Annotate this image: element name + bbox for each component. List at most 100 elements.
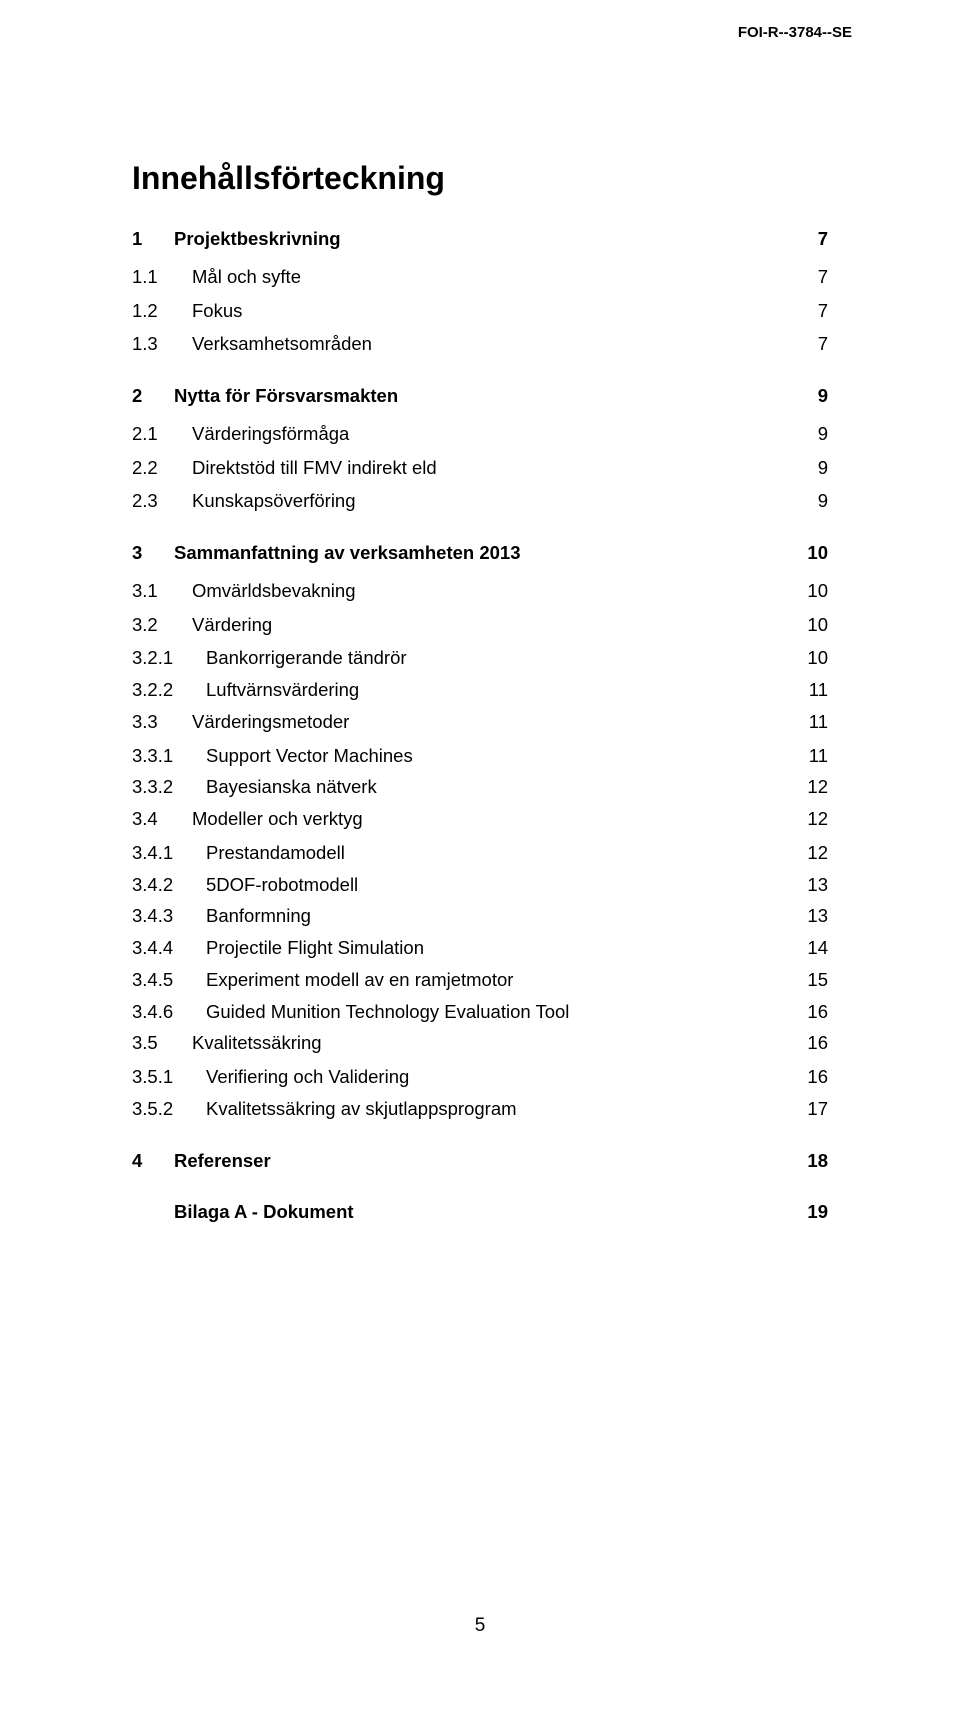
toc-label: Referenser (174, 1147, 271, 1175)
toc-label: Projektbeskrivning (174, 225, 341, 253)
toc-entry: 3.4.1Prestandamodell12 (132, 839, 828, 867)
toc-page: 14 (800, 934, 828, 962)
toc-label: Kvalitetssäkring av skjutlappsprogram (206, 1095, 517, 1123)
toc-entry: 3.4.6Guided Munition Technology Evaluati… (132, 998, 828, 1026)
toc-entry: 1Projektbeskrivning 7 (132, 225, 828, 253)
toc-number: 2.2 (132, 454, 192, 482)
toc-page: 10 (800, 577, 828, 605)
toc-entry: 3.5.2Kvalitetssäkring av skjutlappsprogr… (132, 1095, 828, 1123)
toc-entry: 3.5.1Verifiering och Validering16 (132, 1063, 828, 1091)
toc-page: 9 (800, 382, 828, 410)
toc-entry: 3.4.5Experiment modell av en ramjetmotor… (132, 966, 828, 994)
toc-number: 3.3 (132, 708, 192, 736)
toc-label: Nytta för Försvarsmakten (174, 382, 398, 410)
toc-page: 7 (800, 330, 828, 358)
toc-page: 9 (800, 454, 828, 482)
page-number: 5 (0, 1615, 960, 1637)
toc-number: 3.4.3 (132, 902, 206, 930)
toc-page: 7 (800, 225, 828, 253)
toc-page: 13 (800, 871, 828, 899)
toc-label: Direktstöd till FMV indirekt eld (192, 454, 437, 482)
toc-entry: 2.1Värderingsförmåga 9 (132, 420, 828, 448)
toc-label: Projectile Flight Simulation (206, 934, 424, 962)
toc-label: Modeller och verktyg (192, 805, 363, 833)
toc-number: 2.3 (132, 487, 192, 515)
toc-entry: 2Nytta för Försvarsmakten 9 (132, 382, 828, 410)
toc-entry: 3.5Kvalitetssäkring 16 (132, 1029, 828, 1057)
toc-page: 7 (800, 263, 828, 291)
toc-label: Bayesianska nätverk (206, 773, 377, 801)
toc-entry: 3.1Omvärldsbevakning 10 (132, 577, 828, 605)
toc-number: 3.5 (132, 1029, 192, 1057)
toc-number: 1 (132, 225, 174, 253)
toc-entry: 3.3.1Support Vector Machines11 (132, 742, 828, 770)
toc-page: 10 (800, 539, 828, 567)
toc-page: 10 (800, 644, 828, 672)
toc-entry: 3.2Värdering 10 (132, 611, 828, 639)
toc-page: 12 (800, 773, 828, 801)
toc-number: 3.4.6 (132, 998, 206, 1026)
toc-page: 17 (800, 1095, 828, 1123)
toc-number: 3.2.1 (132, 644, 206, 672)
toc-page: 7 (800, 297, 828, 325)
toc-entry: 3.4.3Banformning 13 (132, 902, 828, 930)
toc-entry: 3Sammanfattning av verksamheten 2013 10 (132, 539, 828, 567)
toc-label: Omvärldsbevakning (192, 577, 356, 605)
toc-page: 11 (800, 708, 828, 736)
toc-entry: 3.2.2Luftvärnsvärdering 11 (132, 676, 828, 704)
toc-page: 11 (800, 676, 828, 704)
toc-number: 3.4.4 (132, 934, 206, 962)
toc-entry: 4Referenser 18 (132, 1147, 828, 1175)
toc-label: Verifiering och Validering (206, 1063, 409, 1091)
toc-number: 1.3 (132, 330, 192, 358)
toc-label: Värdering (192, 611, 272, 639)
toc-entry: 3.4.25DOF-robotmodell 13 (132, 871, 828, 899)
toc-label: Värderingsförmåga (192, 420, 349, 448)
toc-page: 16 (800, 998, 828, 1026)
toc-page: 12 (800, 805, 828, 833)
document-id: FOI-R--3784--SE (738, 24, 852, 41)
toc-label: Support Vector Machines (206, 742, 413, 770)
toc-entry: 1.2Fokus 7 (132, 297, 828, 325)
toc-label: Banformning (206, 902, 311, 930)
toc-number: 2.1 (132, 420, 192, 448)
page-title: Innehållsförteckning (132, 160, 828, 197)
toc-number: 1.2 (132, 297, 192, 325)
toc-number: 3.4.2 (132, 871, 206, 899)
page: FOI-R--3784--SE Innehållsförteckning 1Pr… (0, 0, 960, 1709)
toc-number: 3.3.1 (132, 742, 206, 770)
toc-label: Sammanfattning av verksamheten 2013 (174, 539, 521, 567)
toc-entry: 3.2.1Bankorrigerande tändrör 10 (132, 644, 828, 672)
toc-label: Kvalitetssäkring (192, 1029, 322, 1057)
toc-label: Verksamhetsområden (192, 330, 372, 358)
toc-label: Fokus (192, 297, 242, 325)
toc-label: Experiment modell av en ramjetmotor (206, 966, 513, 994)
toc-label: Bankorrigerande tändrör (206, 644, 407, 672)
toc-entry: 2.3Kunskapsöverföring9 (132, 487, 828, 515)
toc-entry: 2.2Direktstöd till FMV indirekt eld 9 (132, 454, 828, 482)
toc-number: 3.5.2 (132, 1095, 206, 1123)
toc-number: 3.2 (132, 611, 192, 639)
toc-page: 9 (800, 420, 828, 448)
toc-label: 5DOF-robotmodell (206, 871, 358, 899)
toc-page: 16 (800, 1063, 828, 1091)
toc-entry: 3.3Värderingsmetoder11 (132, 708, 828, 736)
toc-entry: Bilaga A - Dokument19 (132, 1198, 828, 1226)
toc-label: Guided Munition Technology Evaluation To… (206, 998, 569, 1026)
toc-number: 3.1 (132, 577, 192, 605)
toc-number: 1.1 (132, 263, 192, 291)
toc-label: Luftvärnsvärdering (206, 676, 359, 704)
toc-number: 3.2.2 (132, 676, 206, 704)
toc-number: 3.4.5 (132, 966, 206, 994)
toc-page: 16 (800, 1029, 828, 1057)
toc-entry: 1.1Mål och syfte7 (132, 263, 828, 291)
toc-page: 13 (800, 902, 828, 930)
table-of-contents: 1Projektbeskrivning71.1Mål och syfte71.2… (132, 225, 828, 1226)
toc-page: 18 (800, 1147, 828, 1175)
toc-number: 4 (132, 1147, 174, 1175)
toc-page: 9 (800, 487, 828, 515)
toc-page: 15 (800, 966, 828, 994)
toc-page: 10 (800, 611, 828, 639)
toc-number: 2 (132, 382, 174, 410)
toc-number: 3 (132, 539, 174, 567)
